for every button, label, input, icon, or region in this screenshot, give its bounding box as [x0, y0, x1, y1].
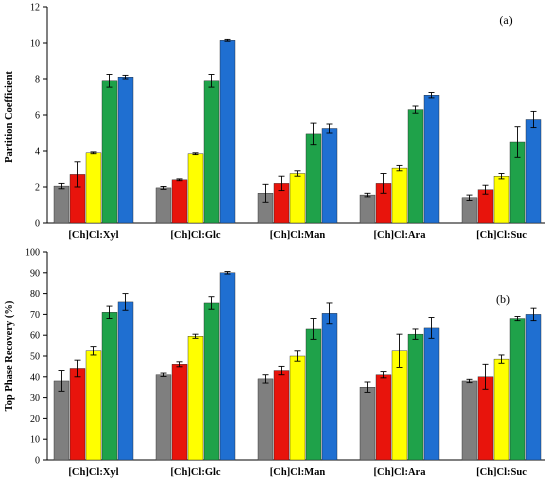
bar [305, 328, 322, 461]
x-category-label: [Ch]Cl:Ara [374, 467, 427, 478]
y-tick-label: 50 [30, 352, 40, 363]
bar [257, 378, 274, 461]
y-tick-label: 70 [30, 310, 40, 321]
bar [525, 119, 542, 224]
bar [375, 374, 392, 461]
bar [219, 40, 236, 224]
x-category-label: [Ch]Cl:Man [270, 467, 326, 478]
bar [493, 175, 510, 224]
bar [509, 318, 526, 461]
x-category-label: [Ch]Cl:Man [270, 230, 326, 241]
bar [53, 380, 70, 461]
bar [171, 179, 188, 224]
panel-a-partition-coefficient-chart: (a) Partition Coefficient 0 2 4 6 8 10 12 [Ch]C… [4, 3, 545, 241]
panel-b-top-phase-recovery-chart: (b) Top Phase Recovery (%) 0 10 20 30 40 50 60… [4, 248, 545, 478]
bar [321, 313, 338, 461]
bar [53, 185, 70, 224]
bar [171, 364, 188, 461]
panel-label: (b) [496, 292, 510, 306]
bar [461, 197, 478, 224]
bar [289, 173, 306, 224]
bar [203, 302, 220, 461]
bar [289, 355, 306, 461]
x-category-label: [Ch]Cl:Suc [476, 230, 527, 241]
y-axis-label: Partition Coefficient [4, 71, 15, 163]
y-tick-label: 6 [35, 111, 40, 122]
x-category-label: [Ch]Cl:Suc [476, 467, 527, 478]
bar [219, 272, 236, 461]
bar [477, 189, 494, 224]
bar [203, 80, 220, 224]
y-tick-label: 0 [35, 219, 40, 230]
bar [493, 358, 510, 461]
y-tick-label: 8 [35, 75, 40, 86]
bar [391, 167, 408, 224]
x-category-label: [Ch]Cl:Xyl [68, 230, 118, 241]
bar [273, 370, 290, 461]
bar [461, 380, 478, 461]
y-tick-label: 60 [30, 331, 40, 342]
y-tick-label: 12 [30, 3, 40, 14]
y-tick-label: 20 [30, 414, 40, 425]
x-category-label: [Ch]Cl:Glc [170, 467, 220, 478]
y-axis-label: Top Phase Recovery (%) [4, 300, 15, 411]
bar [525, 314, 542, 461]
y-tick-label: 0 [35, 456, 40, 467]
bar [101, 80, 118, 224]
bar [187, 336, 204, 461]
x-category-label: [Ch]Cl:Glc [170, 230, 220, 241]
y-tick-label: 2 [35, 183, 40, 194]
y-tick-label: 100 [25, 248, 40, 259]
y-tick-label: 80 [30, 289, 40, 300]
bar [101, 312, 118, 461]
panel-label: (a) [499, 13, 512, 27]
bar [155, 187, 172, 224]
y-tick-label: 40 [30, 372, 40, 383]
bar [321, 128, 338, 224]
bar [423, 94, 440, 224]
bar [117, 301, 134, 461]
y-tick-label: 30 [30, 393, 40, 404]
bar [155, 374, 172, 461]
x-category-label: [Ch]Cl:Xyl [68, 467, 118, 478]
bar [305, 133, 322, 224]
bar [359, 387, 376, 461]
bar [85, 152, 102, 224]
bar [117, 76, 134, 224]
bar [187, 153, 204, 224]
y-tick-label: 4 [35, 147, 40, 158]
x-category-label: [Ch]Cl:Ara [374, 230, 427, 241]
y-tick-label: 10 [30, 39, 40, 50]
bar [359, 194, 376, 224]
y-tick-label: 90 [30, 268, 40, 279]
bar [69, 368, 86, 461]
bar [85, 350, 102, 461]
bar [407, 333, 424, 461]
bar [407, 109, 424, 224]
bar [423, 327, 440, 461]
y-tick-label: 10 [30, 435, 40, 446]
